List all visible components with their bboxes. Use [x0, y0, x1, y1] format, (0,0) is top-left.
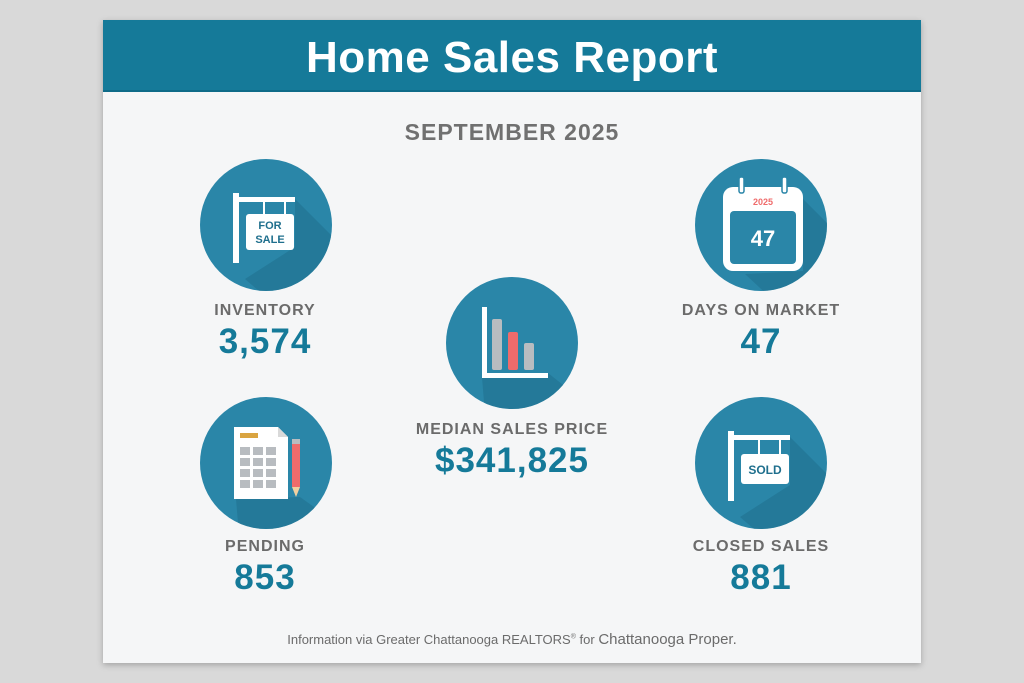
- calendar-icon: 2025 47: [695, 159, 827, 291]
- registered-mark: ®: [570, 633, 576, 641]
- sold-text: SOLD: [748, 463, 782, 477]
- closed-sales-value: 881: [730, 558, 792, 597]
- closed-sales-stat: CLOSED SALES 881: [641, 538, 881, 598]
- median-price-label: MEDIAN SALES PRICE: [415, 421, 609, 438]
- inventory-label: INVENTORY: [214, 302, 316, 319]
- inventory-stat: INVENTORY 3,574: [145, 302, 385, 362]
- pending-value: 853: [234, 558, 296, 597]
- calendar-day: 47: [751, 226, 775, 251]
- days-on-market-stat: DAYS ON MARKET 47: [641, 302, 881, 362]
- closed-sales-label: CLOSED SALES: [692, 538, 830, 555]
- for-sale-sign-icon: FOR SALE: [200, 159, 332, 291]
- days-on-market-value: 47: [740, 322, 782, 361]
- bar-chart-icon: [446, 277, 578, 409]
- spreadsheet-pencil-icon: [200, 397, 332, 529]
- for-sale-line1: FOR: [258, 220, 281, 232]
- header-banner: [103, 20, 921, 92]
- report-title: Home Sales Report: [306, 33, 718, 82]
- report-period: SEPTEMBER 2025: [404, 119, 620, 145]
- median-price-stat: MEDIAN SALES PRICE $341,825: [392, 421, 632, 481]
- report-card: Home Sales Report SEPTEMBER 2025 FOR SAL…: [103, 20, 921, 663]
- footer-place: Chattanooga Proper.: [598, 631, 737, 648]
- pending-label: PENDING: [225, 538, 305, 555]
- sold-sign-icon: SOLD: [695, 397, 827, 529]
- for-sale-line2: SALE: [255, 234, 284, 246]
- pending-stat: PENDING 853: [145, 538, 385, 598]
- days-on-market-label: DAYS ON MARKET: [681, 302, 841, 319]
- footer-connector: for: [575, 632, 599, 647]
- calendar-year: 2025: [753, 197, 773, 207]
- inventory-value: 3,574: [218, 322, 312, 361]
- source-footer: Information via Greater Chattanooga REAL…: [103, 631, 921, 648]
- median-price-value: $341,825: [435, 441, 589, 480]
- footer-source: Information via Greater Chattanooga REAL…: [287, 632, 571, 647]
